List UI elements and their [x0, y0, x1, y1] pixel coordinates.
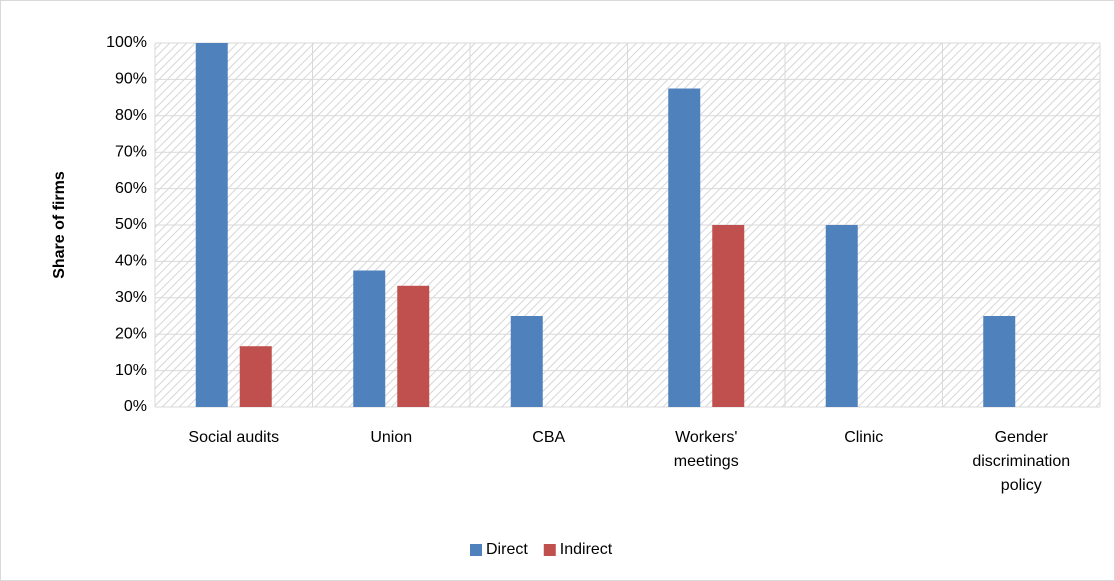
y-tick-label: 90% [115, 71, 147, 88]
y-tick-label: 80% [115, 107, 147, 124]
x-tick-label: Social audits [188, 429, 280, 446]
x-tick-label: Gender discrimination policy [972, 429, 1071, 494]
y-tick-label: 30% [115, 289, 147, 306]
legend-label: Direct [486, 541, 528, 558]
bar [712, 225, 745, 407]
bar [668, 88, 701, 407]
bar [239, 346, 272, 407]
bar [397, 285, 430, 407]
bar [983, 316, 1016, 407]
bar [353, 270, 386, 407]
x-tick-label: Union [370, 429, 413, 446]
bar [510, 316, 543, 407]
y-tick-label: 10% [115, 362, 147, 379]
x-tick-label: Clinic [844, 429, 884, 446]
x-tick-label: CBA [532, 429, 566, 446]
bar [825, 225, 858, 407]
y-tick-label: 0% [124, 398, 147, 415]
legend-swatch [470, 544, 482, 556]
y-tick-label: 70% [115, 143, 147, 160]
y-tick-label: 100% [106, 34, 147, 51]
legend-label: Indirect [560, 541, 613, 558]
legend-swatch [543, 544, 556, 556]
y-tick-label: 20% [115, 325, 147, 342]
y-axis-label: Share of firms [51, 171, 68, 279]
bar [195, 43, 228, 407]
y-tick-label: 60% [115, 180, 147, 197]
x-tick-label: Workers' meetings [673, 429, 739, 470]
y-tick-label: 40% [115, 253, 147, 270]
y-tick-label: 50% [115, 216, 147, 233]
